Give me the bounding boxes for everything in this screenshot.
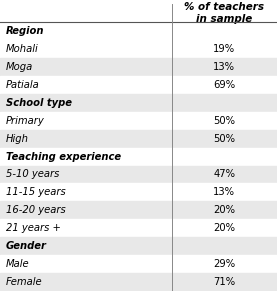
Bar [0,112,277,130]
Text: 21 years +: 21 years + [6,223,60,233]
Text: 69%: 69% [213,80,235,90]
Text: Moga: Moga [6,62,33,72]
Text: 13%: 13% [213,187,235,197]
Text: 16-20 years: 16-20 years [6,205,65,215]
Text: 71%: 71% [213,277,235,287]
Bar [0,273,277,291]
Bar [0,94,277,112]
Text: 47%: 47% [213,169,235,180]
Text: High: High [6,134,29,144]
Text: Region: Region [6,26,44,36]
Text: Male: Male [6,259,29,269]
Text: Teaching experience: Teaching experience [6,152,121,162]
Text: Mohali: Mohali [6,44,38,54]
Bar [0,166,277,183]
Bar [0,130,277,148]
Text: 50%: 50% [213,116,235,126]
Text: 20%: 20% [213,223,235,233]
Text: 11-15 years: 11-15 years [6,187,65,197]
Bar [0,40,277,58]
Bar [0,22,277,40]
Bar [0,4,277,22]
Text: 13%: 13% [213,62,235,72]
Text: School type: School type [6,98,71,108]
Bar [0,148,277,166]
Bar [0,58,277,76]
Text: Patiala: Patiala [6,80,39,90]
Text: 50%: 50% [213,134,235,144]
Text: 19%: 19% [213,44,235,54]
Text: 20%: 20% [213,205,235,215]
Text: Female: Female [6,277,42,287]
Bar [0,201,277,219]
Bar [0,183,277,201]
Text: 5-10 years: 5-10 years [6,169,59,180]
Bar [0,255,277,273]
Text: 29%: 29% [213,259,235,269]
Text: Primary: Primary [6,116,44,126]
Text: % of teachers
in sample: % of teachers in sample [184,2,264,24]
Bar [0,76,277,94]
Bar [0,237,277,255]
Bar [0,219,277,237]
Text: Gender: Gender [6,241,47,251]
